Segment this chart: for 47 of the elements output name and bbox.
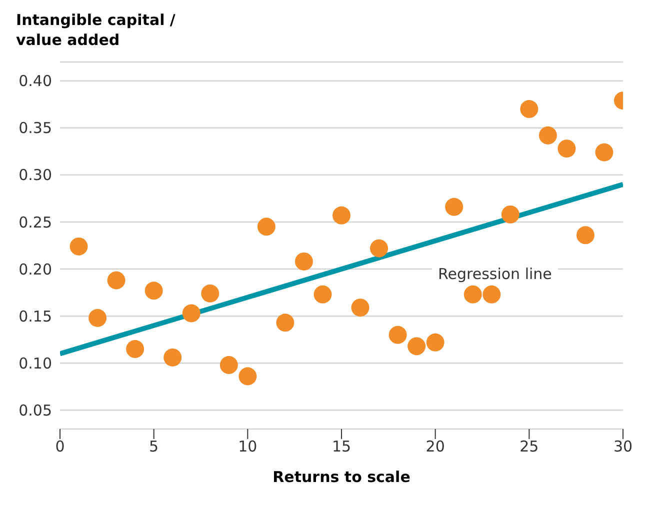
- point: [201, 284, 220, 302]
- point: [126, 340, 144, 358]
- y-tick-label: 0.05: [18, 402, 52, 420]
- point: [538, 126, 557, 144]
- point: [370, 239, 388, 258]
- point: [501, 205, 520, 224]
- point: [314, 285, 332, 304]
- point: [388, 326, 407, 344]
- point: [558, 140, 576, 158]
- point: [482, 285, 501, 304]
- y-tick-label: 0.35: [18, 119, 52, 138]
- point: [351, 298, 370, 317]
- y-axis-title: Intangible capital / value added: [16, 10, 176, 50]
- point: [164, 348, 182, 366]
- x-tick-label: 0: [55, 438, 65, 456]
- x-tick-label: 20: [426, 438, 445, 456]
- x-axis-title: Returns to scale: [272, 468, 410, 486]
- point: [220, 356, 238, 374]
- point: [276, 314, 294, 332]
- y-tick-label: 0.25: [18, 213, 52, 232]
- annotation: Regression line: [432, 264, 558, 284]
- x-tick-label: 10: [238, 438, 258, 456]
- point: [144, 282, 163, 300]
- x-tick-label: 15: [332, 438, 352, 456]
- point: [576, 226, 594, 244]
- point: [70, 237, 88, 256]
- point: [426, 333, 444, 352]
- point: [238, 367, 257, 386]
- y-tick-label: 0.30: [18, 166, 52, 184]
- point: [107, 271, 126, 290]
- point: [88, 308, 107, 327]
- x-tick-label: 5: [149, 438, 159, 456]
- y-tick-label: 0.20: [18, 260, 52, 278]
- point: [332, 206, 350, 224]
- point: [294, 252, 313, 270]
- y-tick-label: 0.40: [18, 72, 52, 90]
- point: [595, 143, 614, 162]
- point: [520, 100, 538, 118]
- point: [445, 198, 464, 216]
- y-tick-label: 0.10: [18, 354, 52, 372]
- point: [182, 304, 200, 322]
- x-tick-label: 25: [520, 438, 539, 456]
- point: [464, 285, 482, 304]
- y-tick-label: 0.15: [18, 307, 52, 326]
- x-tick-label: 30: [613, 438, 633, 456]
- point: [257, 218, 276, 236]
- point: [408, 337, 426, 356]
